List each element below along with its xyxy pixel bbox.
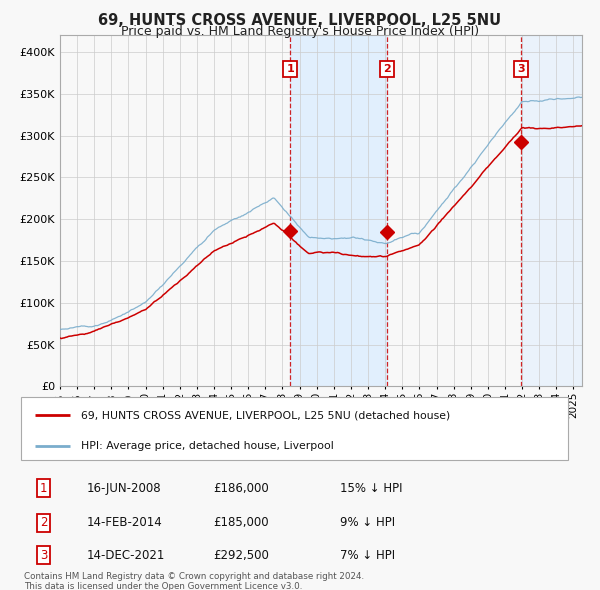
Text: 2: 2 [40, 516, 47, 529]
Text: 69, HUNTS CROSS AVENUE, LIVERPOOL, L25 5NU: 69, HUNTS CROSS AVENUE, LIVERPOOL, L25 5… [98, 13, 502, 28]
Bar [290, 35, 387, 386]
Text: Price paid vs. HM Land Registry's House Price Index (HPI): Price paid vs. HM Land Registry's House … [121, 25, 479, 38]
Text: 3: 3 [40, 549, 47, 562]
Text: This data is licensed under the Open Government Licence v3.0.: This data is licensed under the Open Gov… [23, 582, 302, 590]
Text: 9% ↓ HPI: 9% ↓ HPI [340, 516, 395, 529]
Text: 14-FEB-2014: 14-FEB-2014 [87, 516, 163, 529]
Text: 1: 1 [286, 64, 294, 74]
Text: 3: 3 [517, 64, 525, 74]
Text: 14-DEC-2021: 14-DEC-2021 [87, 549, 165, 562]
Text: £186,000: £186,000 [214, 481, 269, 495]
Text: 69, HUNTS CROSS AVENUE, LIVERPOOL, L25 5NU (detached house): 69, HUNTS CROSS AVENUE, LIVERPOOL, L25 5… [81, 411, 451, 420]
Text: £185,000: £185,000 [214, 516, 269, 529]
Text: HPI: Average price, detached house, Liverpool: HPI: Average price, detached house, Live… [81, 441, 334, 451]
Bar [521, 35, 582, 386]
Text: 2: 2 [383, 64, 391, 74]
Text: 7% ↓ HPI: 7% ↓ HPI [340, 549, 395, 562]
Text: 16-JUN-2008: 16-JUN-2008 [87, 481, 161, 495]
Text: Contains HM Land Registry data © Crown copyright and database right 2024.: Contains HM Land Registry data © Crown c… [23, 572, 364, 581]
FancyBboxPatch shape [20, 397, 568, 460]
Text: 15% ↓ HPI: 15% ↓ HPI [340, 481, 403, 495]
Text: £292,500: £292,500 [214, 549, 269, 562]
Text: 1: 1 [40, 481, 47, 495]
